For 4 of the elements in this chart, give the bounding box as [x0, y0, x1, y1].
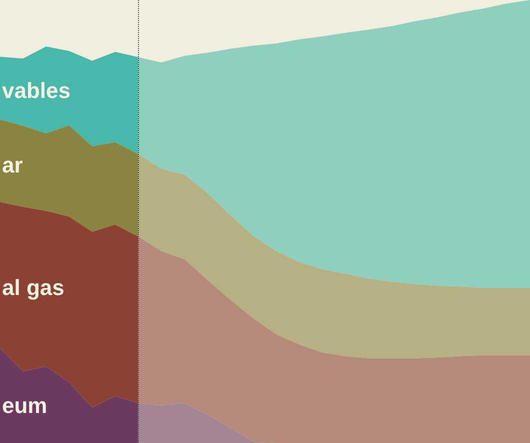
- series-label: al gas: [2, 275, 64, 300]
- series-label: vables: [2, 78, 70, 104]
- series-label: eum: [2, 393, 48, 418]
- series-label: ar: [2, 152, 24, 178]
